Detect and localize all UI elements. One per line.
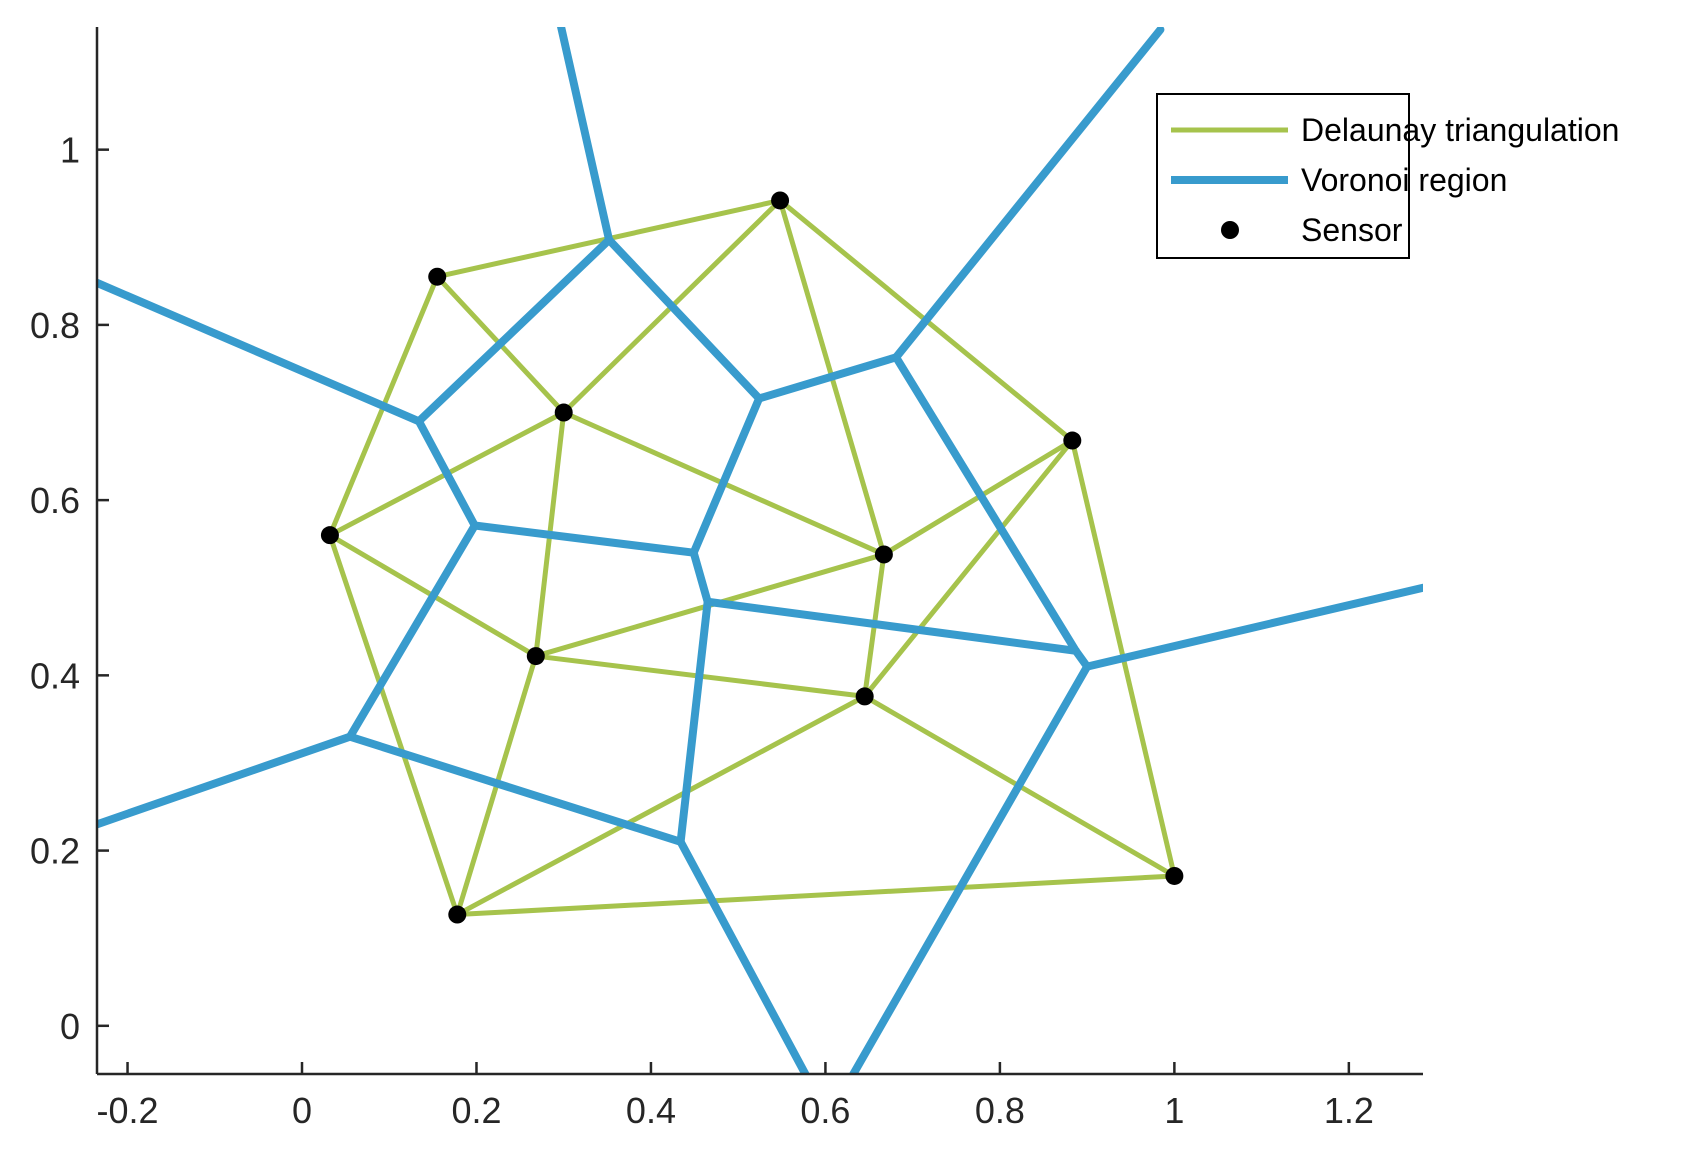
y-tick-label-5: 1 <box>60 130 80 171</box>
voronoi-edge-11 <box>892 353 1080 655</box>
y-tick-label-1: 0.2 <box>30 831 80 872</box>
voronoi-edge-4 <box>414 417 479 530</box>
delaunay-edge-20 <box>454 873 1177 918</box>
legend-label-1: Voronoi region <box>1301 162 1507 198</box>
sensor-point-8 <box>448 905 467 924</box>
sensor-point-9 <box>1165 866 1184 885</box>
voronoi-edge-6 <box>345 521 479 741</box>
sensor-point-6 <box>526 647 545 666</box>
delaunay-edge-10 <box>862 438 1075 699</box>
delaunay-edge-18 <box>454 693 868 918</box>
y-tick-label-4: 0.8 <box>30 305 80 346</box>
sensor-point-2 <box>554 403 573 422</box>
sensors <box>320 191 1184 924</box>
voronoi-edge-17 <box>345 732 685 846</box>
voronoi-edge-18 <box>97 732 354 829</box>
sensor-point-3 <box>1063 431 1082 450</box>
x-tick-label-1: 0 <box>292 1090 312 1131</box>
voronoi-edge-15 <box>849 662 1092 1074</box>
voronoi-edge-0 <box>557 27 614 244</box>
legend: Delaunay triangulation Voronoi region Sens… <box>1156 93 1619 259</box>
legend-label-0: Delaunay triangulation <box>1301 112 1619 148</box>
voronoi-edge-13 <box>703 597 1080 655</box>
sensor-point-1 <box>771 191 790 210</box>
sensor-point-4 <box>320 526 339 545</box>
x-tick-label-6: 1 <box>1164 1090 1184 1131</box>
voronoi-edge-2 <box>605 235 764 403</box>
x-tick-label-5: 0.8 <box>975 1090 1025 1131</box>
sensor-point-5 <box>874 545 893 564</box>
voronoi-edge-1 <box>414 235 614 426</box>
voronoi-edge-14 <box>1083 583 1423 671</box>
x-tick-label-3: 0.4 <box>626 1090 676 1131</box>
voronoi-edge-16 <box>676 597 712 846</box>
x-tick-label-4: 0.6 <box>800 1090 850 1131</box>
sensor-point-7 <box>855 687 874 706</box>
axes: -0.2 0 0.2 0.4 0.6 0.8 1 1.2 0 0.2 0.4 0.6 0.8 1 <box>30 27 1423 1131</box>
x-tick-label-7: 1.2 <box>1324 1090 1374 1131</box>
voronoi-edge-3 <box>97 278 423 426</box>
voronoi-edge-19 <box>676 837 810 1074</box>
voronoi-edge-7 <box>689 394 764 557</box>
sensor-point-0 <box>428 267 447 286</box>
voronoi-edge-8 <box>689 548 712 606</box>
voronoi-edge-5 <box>470 521 698 557</box>
voronoi-edge-10 <box>892 27 1165 362</box>
y-tick-label-2: 0.4 <box>30 655 80 696</box>
voronoi-edge-9 <box>755 353 901 403</box>
legend-swatch-2 <box>1221 221 1239 239</box>
x-tick-label-2: 0.2 <box>451 1090 501 1131</box>
x-tick-label-0: -0.2 <box>97 1090 159 1131</box>
y-tick-label-0: 0 <box>60 1006 80 1047</box>
voronoi-region <box>97 27 1423 1074</box>
delaunay-edge-13 <box>327 532 460 918</box>
legend-label-2: Sensor <box>1301 212 1403 248</box>
y-tick-label-3: 0.6 <box>30 480 80 521</box>
